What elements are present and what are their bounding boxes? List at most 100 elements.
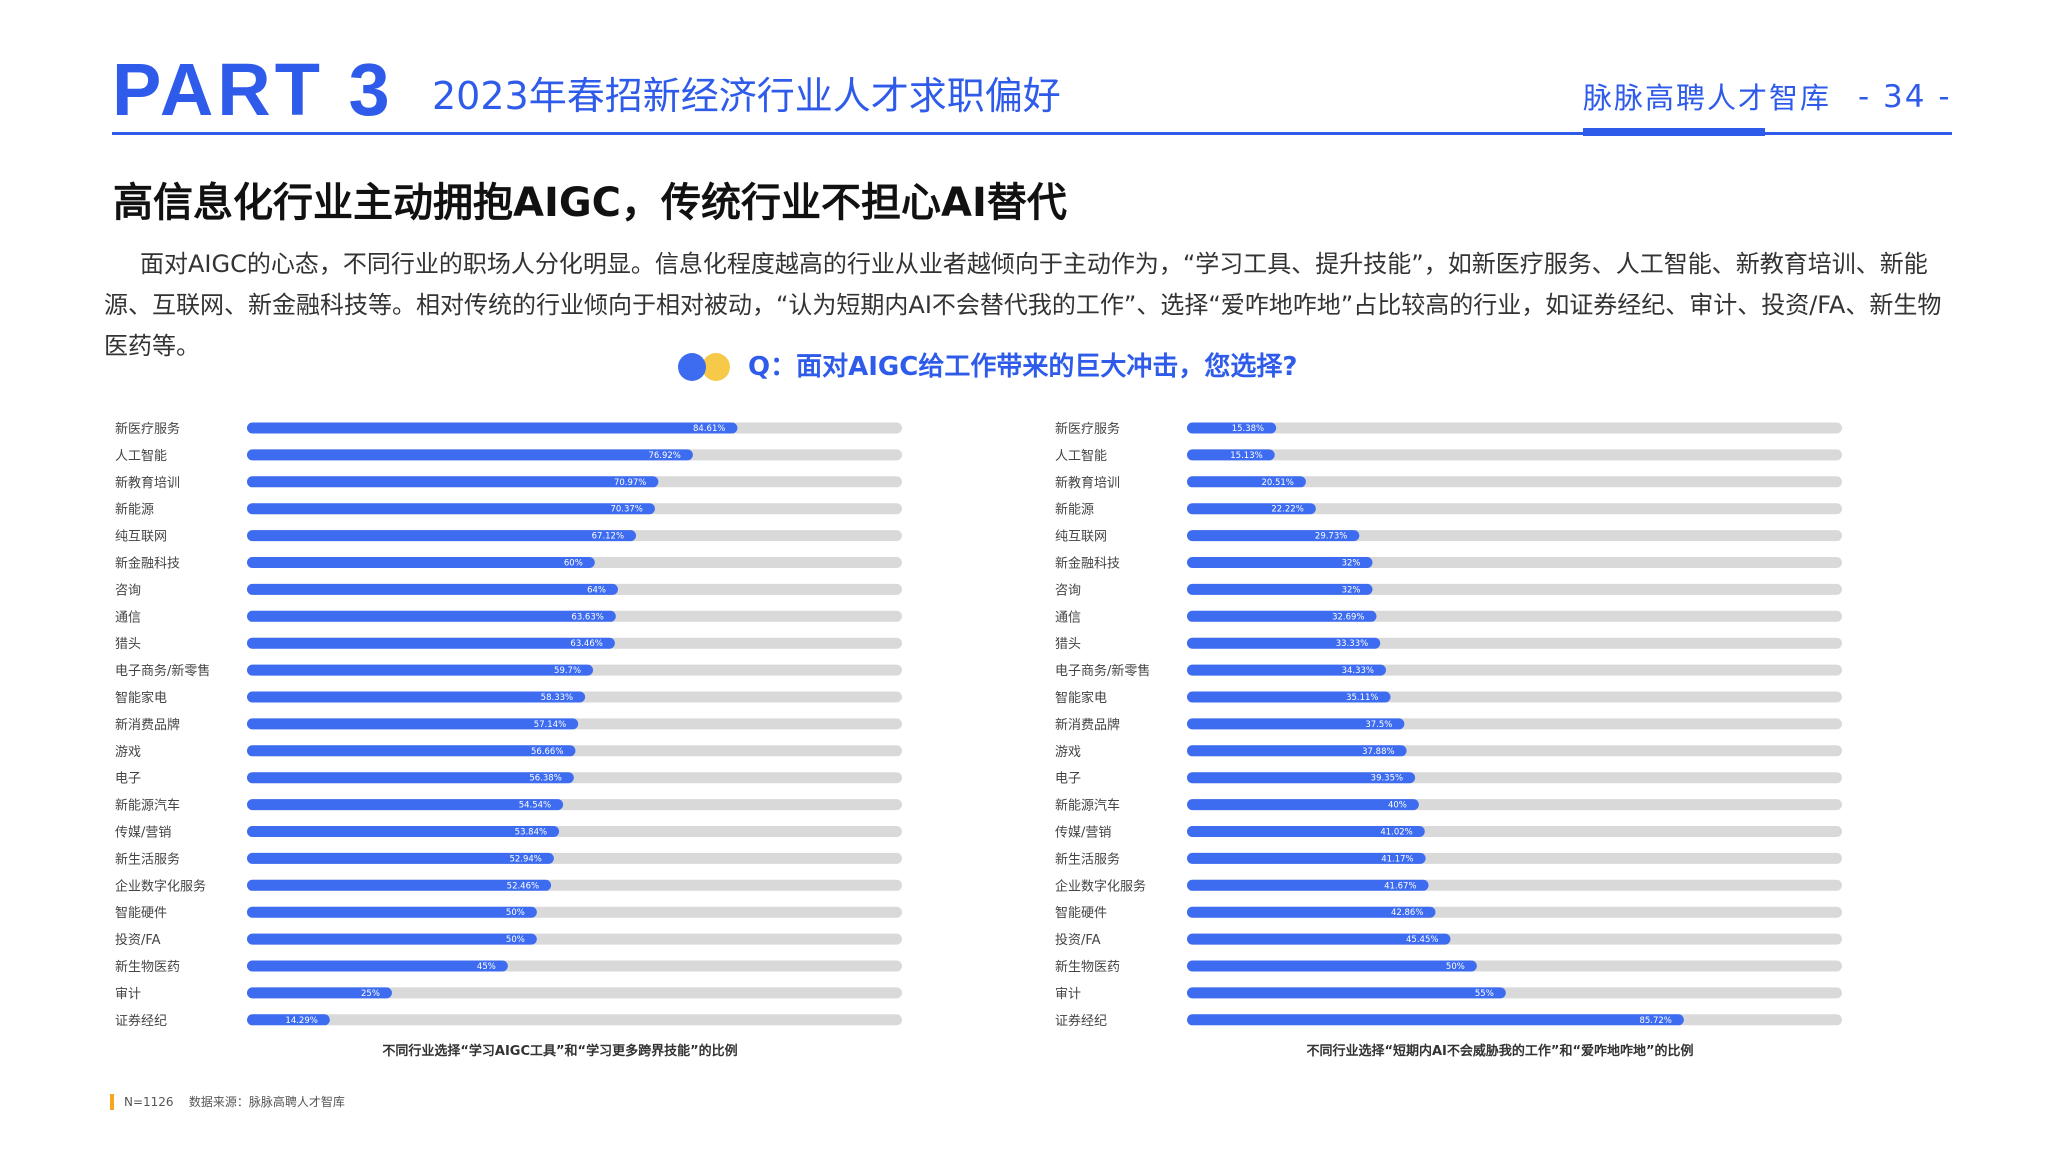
data-label: 42.86%: [1391, 908, 1423, 918]
data-label: 34.33%: [1342, 666, 1374, 676]
bar: [1187, 664, 1386, 676]
bar: [247, 583, 618, 595]
bar: [1187, 691, 1391, 703]
data-source: 数据来源：脉脉高聘人才智库: [188, 1095, 345, 1109]
bar: [247, 879, 552, 891]
data-label: 59.7%: [554, 666, 581, 676]
category-label: 猎头: [115, 637, 141, 652]
category-label: 电子商务/新零售: [115, 663, 210, 679]
bar: [247, 933, 537, 945]
category-label: 电子: [1055, 772, 1081, 787]
footer-marker: [110, 1094, 114, 1110]
chart-no-threat: 新医疗服务 15.38% 人工智能 15.13% 新教育培训 20.51% 新能源 22.22…: [1040, 412, 1960, 1059]
data-label: 76.92%: [648, 451, 680, 461]
category-label: 审计: [115, 987, 141, 1002]
data-label: 41.17%: [1381, 854, 1413, 864]
category-label: 智能家电: [1055, 690, 1107, 706]
category-label: 新能源汽车: [1055, 798, 1120, 814]
bar-track: [1187, 422, 1842, 434]
intro-paragraph: 面对AIGC的心态，不同行业的职场人分化明显。信息化程度越高的行业从业者越倾向于…: [104, 250, 1942, 360]
data-label: 58.33%: [541, 693, 573, 703]
bar: [1187, 610, 1377, 622]
category-label: 新生物医药: [115, 959, 180, 975]
bar: [247, 530, 637, 542]
data-label: 14.29%: [285, 1016, 317, 1026]
data-label: 32%: [1342, 585, 1361, 595]
bar: [247, 664, 594, 676]
data-label: 41.67%: [1384, 881, 1416, 891]
data-label: 63.46%: [570, 639, 602, 649]
category-label: 通信: [1055, 610, 1081, 625]
category-label: 电子商务/新零售: [1055, 663, 1150, 679]
data-label: 57.14%: [534, 720, 566, 730]
question-dot-yellow-icon: [702, 353, 730, 381]
bar-track: [1187, 449, 1842, 461]
bar: [1187, 476, 1306, 488]
category-label: 电子: [115, 772, 141, 787]
bar: [1187, 583, 1373, 595]
bar: [1187, 826, 1425, 837]
category-label: 游戏: [1055, 745, 1081, 760]
bar: [1187, 933, 1451, 945]
category-label: 新能源汽车: [115, 798, 180, 814]
bar: [247, 610, 616, 622]
bar: [247, 637, 615, 649]
page-number: - 34 -: [1858, 79, 1952, 115]
data-label: 45%: [477, 962, 496, 972]
data-label: 53.84%: [515, 828, 547, 838]
bar-track: [247, 987, 902, 999]
data-label: 52.46%: [507, 881, 539, 891]
data-label: 15.38%: [1232, 424, 1264, 434]
bar: [1187, 557, 1373, 568]
chart-learn-tools-plot: 新医疗服务 84.61% 人工智能 76.92% 新教育培训 70.97% 新能源 70.37…: [115, 421, 902, 1029]
bar: [1187, 960, 1477, 972]
bar: [247, 718, 579, 730]
category-label: 投资/FA: [115, 932, 161, 948]
bar: [1187, 1014, 1684, 1026]
data-label: 52.94%: [509, 854, 541, 864]
bar: [247, 799, 564, 811]
bar: [247, 826, 560, 837]
category-label: 智能家电: [115, 690, 167, 706]
bar: [1187, 906, 1436, 918]
data-label: 41.02%: [1380, 828, 1412, 838]
data-label: 64%: [587, 585, 606, 595]
bar: [247, 1014, 330, 1026]
category-label: 投资/FA: [1055, 932, 1101, 948]
bar: [1187, 745, 1407, 757]
question-text: Q：面对AIGC给工作带来的巨大冲击，您选择?: [748, 352, 1298, 382]
data-label: 32%: [1342, 559, 1361, 569]
bar: [1187, 530, 1360, 542]
category-label: 纯互联网: [115, 530, 167, 545]
data-label: 85.72%: [1639, 1016, 1671, 1026]
data-label: 70.97%: [614, 478, 646, 488]
bar: [247, 987, 392, 999]
data-label: 56.66%: [531, 747, 563, 757]
data-label: 67.12%: [592, 532, 624, 542]
bar: [247, 906, 537, 918]
bar: [247, 960, 508, 972]
bar: [1187, 449, 1275, 461]
question-dot-blue-icon: [678, 353, 706, 381]
data-label: 63.63%: [571, 612, 603, 622]
category-label: 传媒/营销: [1055, 826, 1111, 841]
category-label: 传媒/营销: [115, 826, 171, 841]
data-label: 50%: [506, 935, 525, 945]
bar: [247, 449, 693, 461]
report-section-title: 2023年春招新经济行业人才求职偏好: [432, 74, 1061, 118]
category-label: 智能硬件: [1055, 906, 1107, 921]
data-label: 70.37%: [610, 505, 642, 515]
part-number-heading: PART 3: [112, 48, 394, 131]
data-label: 20.51%: [1261, 478, 1293, 488]
data-label: 37.5%: [1365, 720, 1392, 730]
bar-track: [1187, 503, 1842, 515]
bar: [247, 476, 659, 488]
category-label: 新教育培训: [115, 475, 180, 491]
bar: [247, 745, 576, 757]
bar: [1187, 799, 1419, 811]
chart-learn-tools-caption: 不同行业选择“学习AIGC工具”和“学习更多跨界技能”的比例: [382, 1044, 738, 1059]
chart-no-threat-plot: 新医疗服务 15.38% 人工智能 15.13% 新教育培训 20.51% 新能源 22.22…: [1055, 421, 1842, 1029]
category-label: 咨询: [1055, 583, 1081, 598]
data-label: 37.88%: [1362, 747, 1394, 757]
page-headline: 高信息化行业主动拥抱AIGC，传统行业不担心AI替代: [113, 180, 1067, 226]
